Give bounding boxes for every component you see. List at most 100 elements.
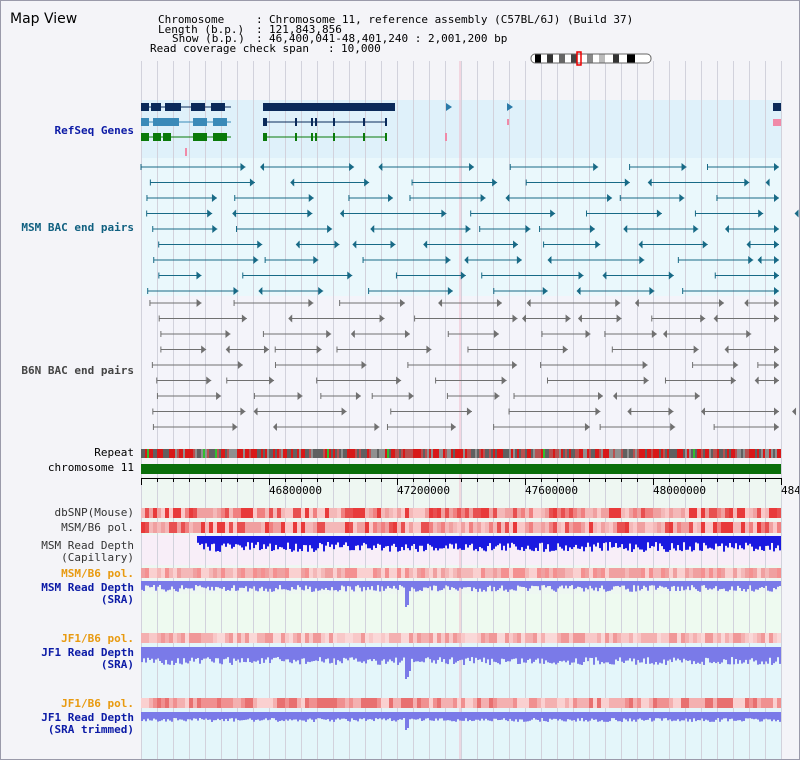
track-label-jf1-depth-sra[interactable]: JF1 Read Depth — [41, 646, 134, 659]
msm-capillary-depth-bar — [649, 536, 651, 549]
jf1-sra-depth-bar — [705, 647, 707, 658]
jf1-b6-pol2-cell — [697, 698, 701, 708]
jf1-sra-depth-bar — [417, 647, 419, 662]
msm-bac-pair-end — [249, 178, 255, 187]
repeat-segment — [529, 449, 531, 458]
repeat-segment — [383, 449, 385, 458]
msm-capillary-depth-bar — [581, 536, 583, 547]
track-label-refseq[interactable]: RefSeq Genes — [54, 124, 134, 137]
repeat-segment — [601, 449, 603, 458]
repeat-segment — [375, 449, 377, 458]
track-label-jf1-depth-trimmed[interactable]: JF1 Read Depth — [41, 711, 134, 724]
chromosome-colon: : — [256, 13, 263, 26]
msm-b6-pol2-cell — [373, 568, 377, 578]
msm-b6-pol-cell — [221, 522, 225, 533]
jf1-b6-pol-cell — [749, 633, 753, 643]
msm-b6-pol2-cell — [333, 568, 337, 578]
msm-capillary-depth-bar — [577, 536, 579, 549]
msm-b6-pol2-cell — [241, 568, 245, 578]
jf1-sra-depth-bar — [707, 647, 709, 659]
jf1-b6-pol-cell — [237, 633, 241, 643]
repeat-segment — [433, 449, 435, 458]
track-label-msm-depth-sra[interactable]: MSM Read Depth — [41, 581, 134, 594]
repeat-segment — [169, 449, 171, 458]
msm-sra-depth-bar — [255, 581, 257, 591]
jf1-trimmed-depth-bar — [539, 712, 541, 722]
msm-sra-depth-bar — [275, 581, 277, 589]
repeat-segment — [517, 449, 519, 458]
msm-sra-depth-bar — [527, 581, 529, 591]
msm-sra-depth-bar — [733, 581, 735, 591]
jf1-trimmed-depth-bar — [595, 712, 597, 720]
repeat-segment — [411, 449, 413, 458]
dbsnp-cell — [213, 508, 217, 518]
jf1-sra-depth-bar — [757, 647, 759, 665]
jf1-trimmed-depth-bar — [731, 712, 733, 719]
jf1-trimmed-depth-bar — [543, 712, 545, 721]
jf1-b6-pol2-cell — [397, 698, 401, 708]
repeat-segment — [491, 449, 493, 458]
track-label-msm-depth-capillary[interactable]: MSM Read Depth — [41, 539, 134, 552]
jf1-trimmed-depth-bar — [657, 712, 659, 719]
msm-capillary-depth-bar — [371, 536, 373, 550]
msm-sra-depth-bar — [621, 581, 623, 586]
repeat-segment — [301, 449, 303, 458]
msm-b6-pol2-cell — [341, 568, 345, 578]
jf1-sra-depth-bar — [603, 647, 605, 664]
track-label-jf1-b6-pol[interactable]: JF1/B6 pol. — [61, 632, 134, 645]
b6n-bac-pair-end — [774, 423, 779, 431]
msm-capillary-depth-bar — [619, 536, 621, 548]
msm-capillary-depth-bar — [233, 536, 235, 547]
repeat-segment — [685, 449, 687, 458]
jf1-trimmed-depth-bar — [571, 712, 573, 721]
dbsnp-cell — [769, 508, 773, 518]
msm-b6-pol2-cell — [617, 568, 621, 578]
msm-sra-depth-bar — [759, 581, 761, 588]
repeat-segment — [585, 449, 587, 458]
jf1-trimmed-depth-bar — [375, 712, 377, 719]
track-label-dbsnp[interactable]: dbSNP(Mouse) — [54, 506, 134, 519]
msm-sra-depth-bar — [729, 581, 731, 590]
jf1-sra-depth-bar — [363, 647, 365, 662]
msm-b6-pol-cell — [345, 522, 349, 533]
jf1-sra-depth-bar — [245, 647, 247, 663]
msm-capillary-depth-bar — [447, 536, 449, 549]
msm-b6-pol-cell — [765, 522, 769, 533]
msm-sra-depth-bar — [739, 581, 741, 588]
msm-sra-depth-bar — [209, 581, 211, 591]
msm-b6-pol2-cell — [153, 568, 157, 578]
msm-sra-depth-bar — [443, 581, 445, 589]
track-label-b6n-bac[interactable]: B6N BAC end pairs — [21, 364, 134, 377]
jf1-trimmed-depth-bar — [159, 712, 161, 722]
msm-b6-pol2-cell — [177, 568, 181, 578]
track-label-msm-bac[interactable]: MSM BAC end pairs — [21, 221, 134, 234]
jf1-b6-pol-cell — [485, 633, 489, 643]
msm-capillary-depth-bar — [617, 536, 619, 548]
jf1-b6-pol-cell — [261, 633, 265, 643]
msm-capillary-depth-bar — [319, 536, 321, 543]
msm-b6-pol-cell — [425, 522, 429, 533]
track-label-jf1-b6-pol-2[interactable]: JF1/B6 pol. — [61, 697, 134, 710]
b6n-bac-pair-end — [774, 299, 779, 307]
msm-capillary-depth-bar — [293, 536, 295, 551]
msm-b6-pol2-cell — [221, 568, 225, 578]
msm-bac-pair-end — [765, 178, 770, 187]
jf1-b6-pol-cell — [465, 633, 469, 643]
jf1-trimmed-depth-bar — [601, 712, 603, 721]
jf1-b6-pol-cell — [549, 633, 553, 643]
track-label-msm-b6-pol-2[interactable]: MSM/B6 pol. — [61, 567, 134, 580]
jf1-b6-pol2-cell — [305, 698, 309, 708]
jf1-trimmed-depth-bar — [449, 712, 451, 721]
msm-sra-depth-bar — [291, 581, 293, 588]
msm-sra-depth-bar — [669, 581, 671, 592]
jf1-b6-pol2-cell — [401, 698, 405, 708]
msm-sra-depth-bar — [595, 581, 597, 588]
track-label-msm-b6-pol[interactable]: MSM/B6 pol. — [61, 521, 134, 534]
msm-capillary-depth-bar — [609, 536, 611, 543]
jf1-b6-pol-cell — [321, 633, 325, 643]
msm-bac-pair-end — [748, 256, 754, 264]
jf1-sra-depth-bar — [259, 647, 261, 664]
msm-b6-pol-cell — [653, 522, 657, 533]
jf1-trimmed-depth-bar — [719, 712, 721, 722]
